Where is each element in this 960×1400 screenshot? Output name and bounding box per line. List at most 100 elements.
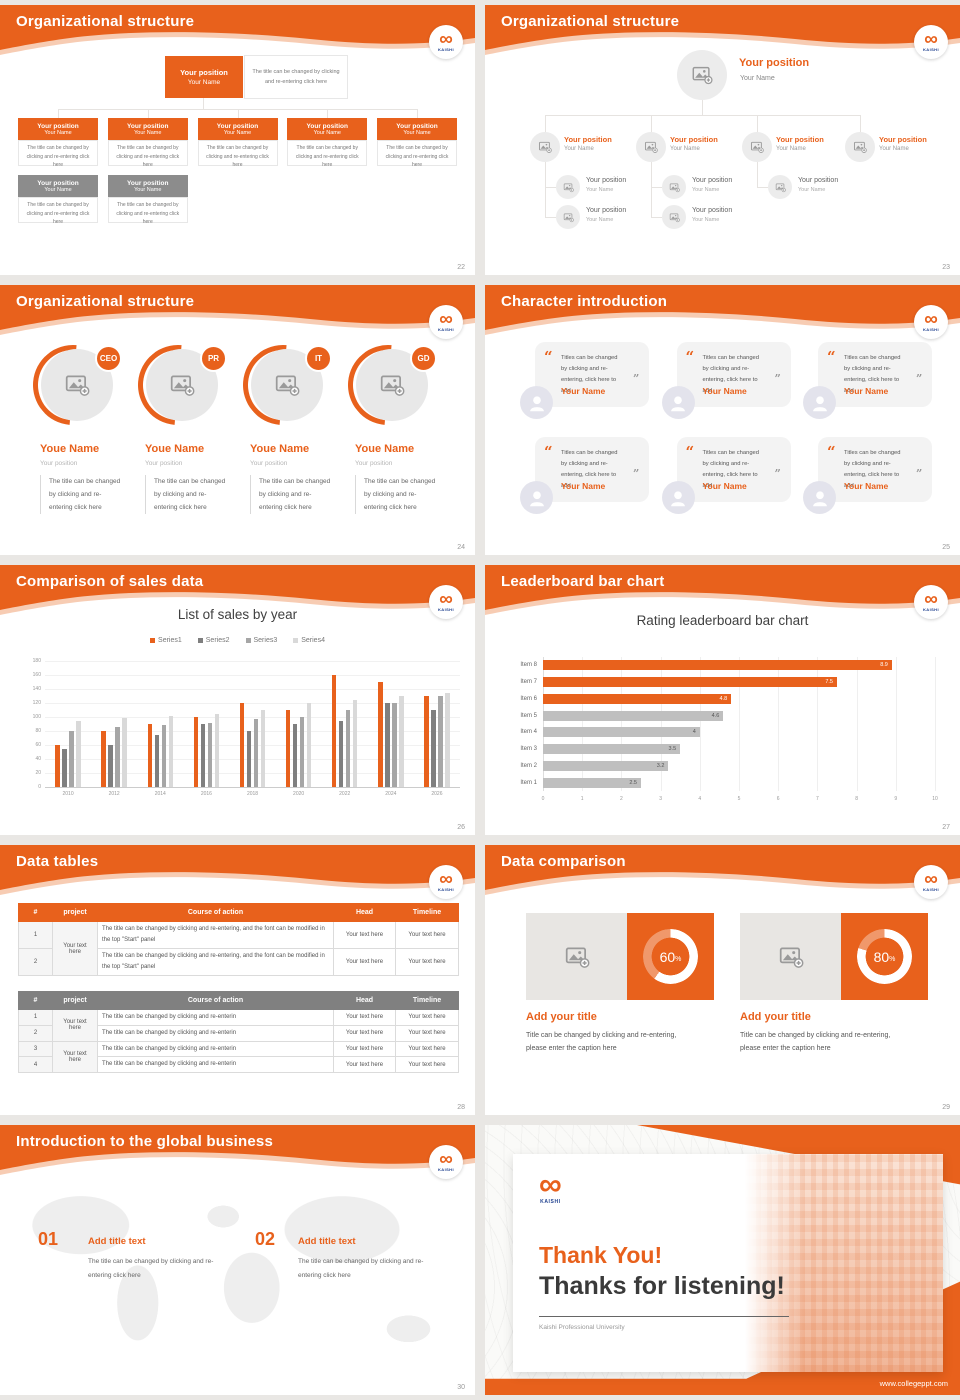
org-child-box[interactable]: Your position Your Name <box>287 118 368 140</box>
quote-card: “ Titles can be changed by clicking and r… <box>818 437 932 502</box>
column-header: Head <box>333 991 396 1010</box>
slide-org-structure-roles[interactable]: Organizational structure ∞ KAISHI 24 CEO Youe… <box>0 285 475 555</box>
image-placeholder-icon <box>274 372 300 398</box>
org-root-photo[interactable] <box>677 50 727 100</box>
gridline-x <box>699 657 701 791</box>
node-name: Your Name <box>670 146 700 152</box>
avatar[interactable] <box>661 386 695 419</box>
org-photo-small[interactable] <box>556 205 580 229</box>
page-number: 25 <box>942 544 950 551</box>
org-child-box[interactable]: Your position Your Name <box>18 118 98 140</box>
course-cell: The title can be changed by clicking and… <box>97 1040 334 1058</box>
slide-data-comparison[interactable]: 60% Add your title Title can be changed … <box>485 845 960 1115</box>
bar <box>253 719 259 787</box>
slide-data-tables[interactable]: Data tables ∞ KAISHI 28 # project Course of ac… <box>0 845 475 1115</box>
org-child-box[interactable]: Your position Your Name <box>107 175 188 197</box>
bar <box>285 710 291 787</box>
image-placeholder-icon <box>379 372 405 398</box>
child-position: Your position <box>37 122 79 130</box>
slide-sales-comparison-chart[interactable]: Comparison of sales data ∞ KAISHI 26 List of… <box>0 565 475 835</box>
child-caption: The title can be changed by clicking and… <box>377 140 457 168</box>
xtick-label: 0 <box>541 796 545 802</box>
slide-global-business[interactable]: 01 Add title text The title can be chang… <box>0 1125 475 1395</box>
infinity-icon: ∞ <box>439 309 453 330</box>
ytick-label: 80 <box>35 728 41 734</box>
child-name: Your Name <box>313 129 341 136</box>
avatar[interactable] <box>803 481 836 514</box>
avatar[interactable] <box>520 481 553 514</box>
org-child-box[interactable]: Your position Your Name <box>107 118 188 140</box>
root-name: Your Name <box>187 79 221 86</box>
image-placeholder[interactable] <box>526 913 627 1000</box>
connector-line <box>545 162 546 217</box>
slide-character-introduction[interactable]: Character introduction ∞ KAISHI 25 “ Titles c… <box>485 285 960 555</box>
xtick-label: 2024 <box>385 791 397 797</box>
bar <box>246 731 252 787</box>
slide-thank-you[interactable]: ∞ KAISHI Thank You! Thanks for listening… <box>485 1125 960 1395</box>
avatar[interactable] <box>520 386 553 419</box>
node-name: Your Name <box>776 146 806 152</box>
person-icon <box>809 392 831 414</box>
slide-title: Organizational structure <box>16 13 195 30</box>
org-child-box[interactable]: Your position Your Name <box>377 118 457 140</box>
org-photo[interactable] <box>636 132 666 162</box>
comparison-panels: 60% Add your title Title can be changed … <box>485 845 960 1115</box>
donut-value: 80% <box>841 913 928 1000</box>
root-position: Your position <box>739 57 810 69</box>
org-child-box[interactable]: Your position Your Name <box>18 175 98 197</box>
table-row[interactable]: 3 Your text here The title can be changed … <box>18 1040 459 1074</box>
connector-line <box>702 100 703 115</box>
website-url[interactable]: www.collegeppt.com <box>879 1379 948 1388</box>
legend-item: Series2 <box>197 637 230 644</box>
org-photo[interactable] <box>742 132 772 162</box>
org-photo[interactable] <box>530 132 560 162</box>
quote-text: Titles can be changed by clicking and re… <box>561 355 618 394</box>
org-photo-small[interactable] <box>662 175 686 199</box>
slide-leaderboard-chart[interactable]: Leaderboard bar chart ∞ KAISHI 27 Rating lea… <box>485 565 960 835</box>
table-row[interactable]: 1 Your text here The title can be changed … <box>18 921 459 976</box>
header-wave <box>485 565 960 615</box>
table-row[interactable]: 2 The title can be changed by clicking an… <box>18 1024 459 1042</box>
image-placeholder[interactable] <box>740 913 841 1000</box>
row-number-cell: 3 <box>18 1040 53 1058</box>
avatar[interactable] <box>661 481 695 514</box>
gridline-y <box>45 787 460 788</box>
node-position: Your position <box>564 135 612 144</box>
bar <box>260 710 266 787</box>
column-header: Course of action <box>97 903 334 922</box>
donut-box: 80% <box>841 913 928 1000</box>
role-badge: PR <box>200 345 227 372</box>
child-caption: The title can be changed by clicking and… <box>107 197 188 225</box>
bar <box>55 745 60 787</box>
org-photo[interactable] <box>845 132 875 162</box>
slide-org-structure-photos[interactable]: Organizational structure ∞ KAISHI 23 Your po… <box>485 5 960 275</box>
org-photo-small[interactable] <box>556 175 580 199</box>
node-position: Your position <box>670 135 718 144</box>
table-row[interactable]: 1 Your text here The title can be changed … <box>18 1009 459 1042</box>
child-name: Your Name <box>44 129 72 136</box>
gridline-y <box>45 675 460 676</box>
table-row[interactable]: 2 The title can be changed by clicking an… <box>18 948 459 976</box>
child-position: Your position <box>127 122 169 130</box>
avatar[interactable] <box>803 386 836 419</box>
bar <box>424 696 429 787</box>
page-number: 22 <box>457 264 465 271</box>
numbered-item: 01 <box>38 1229 59 1249</box>
table-row[interactable]: 4 The title can be changed by clicking an… <box>18 1056 459 1074</box>
row-number-cell: 4 <box>18 1056 53 1074</box>
org-child-box[interactable]: Your position Your Name <box>197 118 278 140</box>
org-root-box[interactable]: Your position Your Name <box>165 56 243 98</box>
slide-org-structure-boxes[interactable]: Organizational structure ∞ KAISHI 22 Your po… <box>0 5 475 275</box>
child-position: Your position <box>396 122 438 130</box>
item-heading: Add title text <box>88 1236 146 1247</box>
org-photo-small[interactable] <box>662 205 686 229</box>
panel-caption: Title can be changed by clicking and re-… <box>740 1032 891 1053</box>
bar <box>331 675 337 787</box>
infinity-icon: ∞ <box>439 1149 453 1170</box>
org-photo-small[interactable] <box>768 175 792 199</box>
column-header: # <box>18 991 53 1010</box>
slide-header: Organizational structure ∞ KAISHI <box>0 285 475 339</box>
legend-item: Series1 <box>150 637 182 644</box>
node-name: Your Name <box>586 217 614 223</box>
person-name: Youe Name <box>355 443 415 455</box>
